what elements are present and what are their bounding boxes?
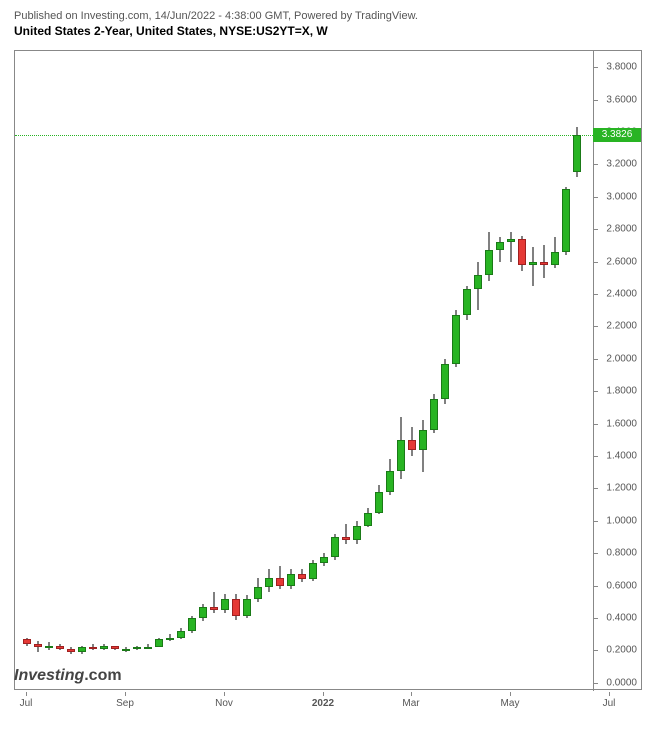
candle[interactable] — [485, 232, 493, 281]
candle[interactable] — [353, 521, 361, 544]
candle[interactable] — [496, 237, 504, 261]
y-tick-label: 3.2000 — [606, 159, 637, 170]
candle[interactable] — [309, 560, 317, 581]
candle[interactable] — [155, 638, 163, 648]
candle[interactable] — [342, 524, 350, 543]
y-tick-label: 0.6000 — [606, 580, 637, 591]
candle[interactable] — [551, 237, 559, 268]
candle[interactable] — [254, 578, 262, 602]
candle[interactable] — [23, 638, 31, 646]
y-tick-label: 2.2000 — [606, 321, 637, 332]
y-tick-label: 0.4000 — [606, 613, 637, 624]
candle[interactable] — [111, 646, 119, 651]
candle[interactable] — [166, 634, 174, 640]
chart-title: United States 2-Year, United States, NYS… — [0, 24, 656, 44]
x-tick-label: Sep — [116, 698, 134, 709]
y-tick-label: 0.2000 — [606, 645, 637, 656]
candle[interactable] — [122, 647, 130, 652]
candle[interactable] — [430, 394, 438, 433]
candle[interactable] — [397, 417, 405, 479]
candle[interactable] — [474, 262, 482, 311]
y-tick-label: 2.0000 — [606, 353, 637, 364]
candle[interactable] — [144, 644, 152, 649]
y-axis: 0.0000 0.2000 0.4000 0.6000 0.8000 1.0000 1.20… — [593, 51, 641, 691]
chart-container: 0.0000 0.2000 0.4000 0.6000 0.8000 1.0000 1.20… — [14, 50, 642, 690]
x-axis: Jul Sep Nov 2022 Mar May Jul — [14, 692, 642, 722]
candle[interactable] — [463, 286, 471, 320]
candle[interactable] — [89, 644, 97, 650]
candle[interactable] — [56, 644, 64, 650]
candle[interactable] — [540, 245, 548, 277]
candle[interactable] — [386, 459, 394, 495]
y-tick-label: 1.2000 — [606, 483, 637, 494]
candle[interactable] — [243, 595, 251, 618]
candle[interactable] — [518, 236, 526, 272]
x-tick-label: May — [501, 698, 520, 709]
candle[interactable] — [452, 310, 460, 367]
candle[interactable] — [276, 566, 284, 589]
x-tick-label: Nov — [215, 698, 233, 709]
candle[interactable] — [78, 646, 86, 654]
candle[interactable] — [507, 232, 515, 261]
candle[interactable] — [287, 569, 295, 588]
x-tick-label: Jul — [20, 698, 33, 709]
y-tick-label: 1.6000 — [606, 418, 637, 429]
current-price-line — [15, 135, 595, 136]
y-tick-label: 3.8000 — [606, 62, 637, 73]
y-tick-label: 0.8000 — [606, 548, 637, 559]
candle[interactable] — [133, 646, 141, 651]
candle[interactable] — [408, 427, 416, 456]
current-price-label: 3.3826 — [593, 128, 641, 142]
x-tick-label: 2022 — [312, 698, 334, 709]
candle[interactable] — [441, 359, 449, 404]
candle[interactable] — [177, 628, 185, 639]
x-tick-label: Jul — [603, 698, 616, 709]
y-tick-label: 3.6000 — [606, 94, 637, 105]
candle[interactable] — [199, 604, 207, 622]
y-tick-label: 2.6000 — [606, 256, 637, 267]
y-tick-label: 2.8000 — [606, 224, 637, 235]
candlestick-plot[interactable] — [15, 51, 595, 691]
candle[interactable] — [232, 594, 240, 620]
candle[interactable] — [298, 569, 306, 582]
candle[interactable] — [221, 594, 229, 613]
watermark-logo: Investing.com — [14, 667, 122, 685]
y-tick-label: 2.4000 — [606, 289, 637, 300]
candle[interactable] — [562, 187, 570, 255]
candle[interactable] — [419, 420, 427, 472]
candle[interactable] — [100, 644, 108, 650]
candle[interactable] — [67, 647, 75, 653]
y-tick-label: 1.0000 — [606, 515, 637, 526]
candle[interactable] — [375, 485, 383, 514]
candle[interactable] — [331, 534, 339, 560]
y-tick-label: 1.8000 — [606, 386, 637, 397]
candle[interactable] — [320, 553, 328, 566]
y-tick-label: 0.0000 — [606, 677, 637, 688]
y-tick-label: 1.4000 — [606, 451, 637, 462]
candle[interactable] — [188, 616, 196, 632]
candle[interactable] — [529, 247, 537, 286]
candle[interactable] — [34, 641, 42, 652]
candle[interactable] — [573, 127, 581, 177]
y-tick-label: 3.0000 — [606, 191, 637, 202]
x-tick-label: Mar — [402, 698, 419, 709]
publish-header: Published on Investing.com, 14/Jun/2022 … — [0, 0, 656, 24]
candle[interactable] — [364, 508, 372, 527]
candle[interactable] — [265, 569, 273, 592]
candle[interactable] — [45, 642, 53, 650]
candle[interactable] — [210, 592, 218, 613]
